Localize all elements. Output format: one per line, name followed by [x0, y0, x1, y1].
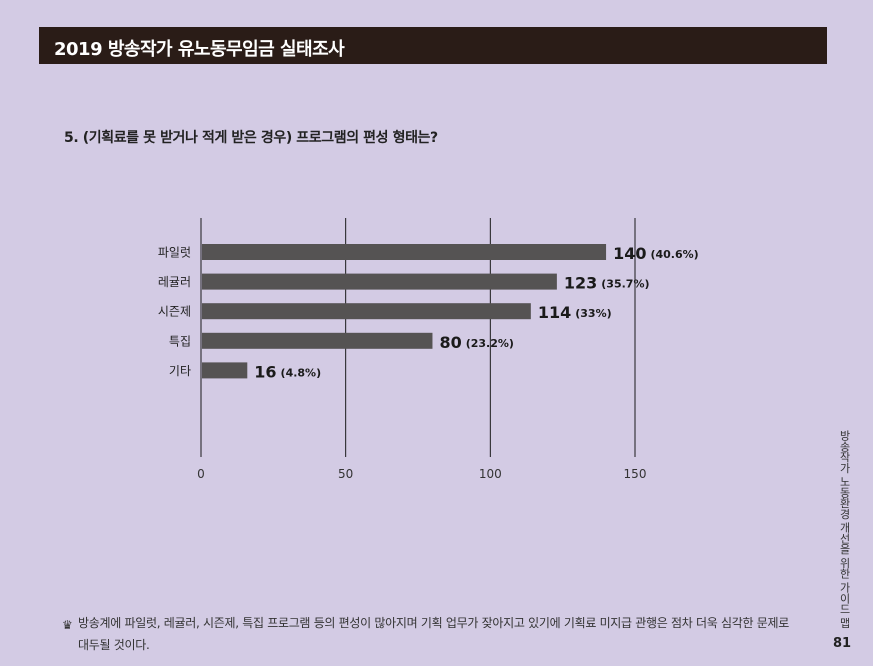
category-label: 기타	[169, 364, 191, 378]
category-label: 특집	[169, 334, 191, 348]
x-tick-label: 0	[197, 467, 205, 481]
x-tick-label: 100	[479, 467, 502, 481]
crown-icon: ♛	[62, 618, 73, 632]
value-label: 16	[254, 362, 276, 381]
category-label: 레귤러	[158, 275, 191, 289]
x-tick-label: 50	[338, 467, 353, 481]
value-label: 123	[564, 274, 597, 293]
category-label: 시즌제	[158, 305, 191, 319]
value-label: 114	[538, 303, 571, 322]
bar	[202, 273, 557, 290]
percent-label: (23.2%)	[466, 337, 514, 350]
x-tick-label: 150	[624, 467, 647, 481]
footnote: ♛ 방송계에 파일럿, 레귤러, 시즌제, 특집 프로그램 등의 편성이 많아지…	[62, 612, 802, 656]
bar	[202, 244, 607, 260]
bar	[202, 332, 433, 349]
percent-label: (33%)	[575, 307, 611, 320]
side-running-title: 방송작가 노동환경 개선을 위한 가이드 맵	[838, 430, 851, 628]
value-label: 80	[439, 333, 461, 352]
footnote-text: 방송계에 파일럿, 레귤러, 시즌제, 특집 프로그램 등의 편성이 많아지며 …	[78, 616, 789, 652]
header-bar: 2019 방송작가 유노동무임금 실태조사	[39, 27, 827, 64]
question-title: 5. (기획료를 못 받거나 적게 받은 경우) 프로그램의 편성 형태는?	[64, 130, 438, 146]
value-label: 140	[613, 244, 646, 263]
percent-label: (35.7%)	[601, 278, 649, 291]
bar	[202, 362, 248, 379]
bar	[202, 303, 531, 320]
percent-label: (40.6%)	[650, 248, 698, 261]
page-title: 2019 방송작가 유노동무임금 실태조사	[54, 39, 345, 60]
category-label: 파일럿	[158, 246, 191, 260]
page-number: 81	[833, 636, 852, 651]
percent-label: (4.8%)	[281, 366, 322, 379]
